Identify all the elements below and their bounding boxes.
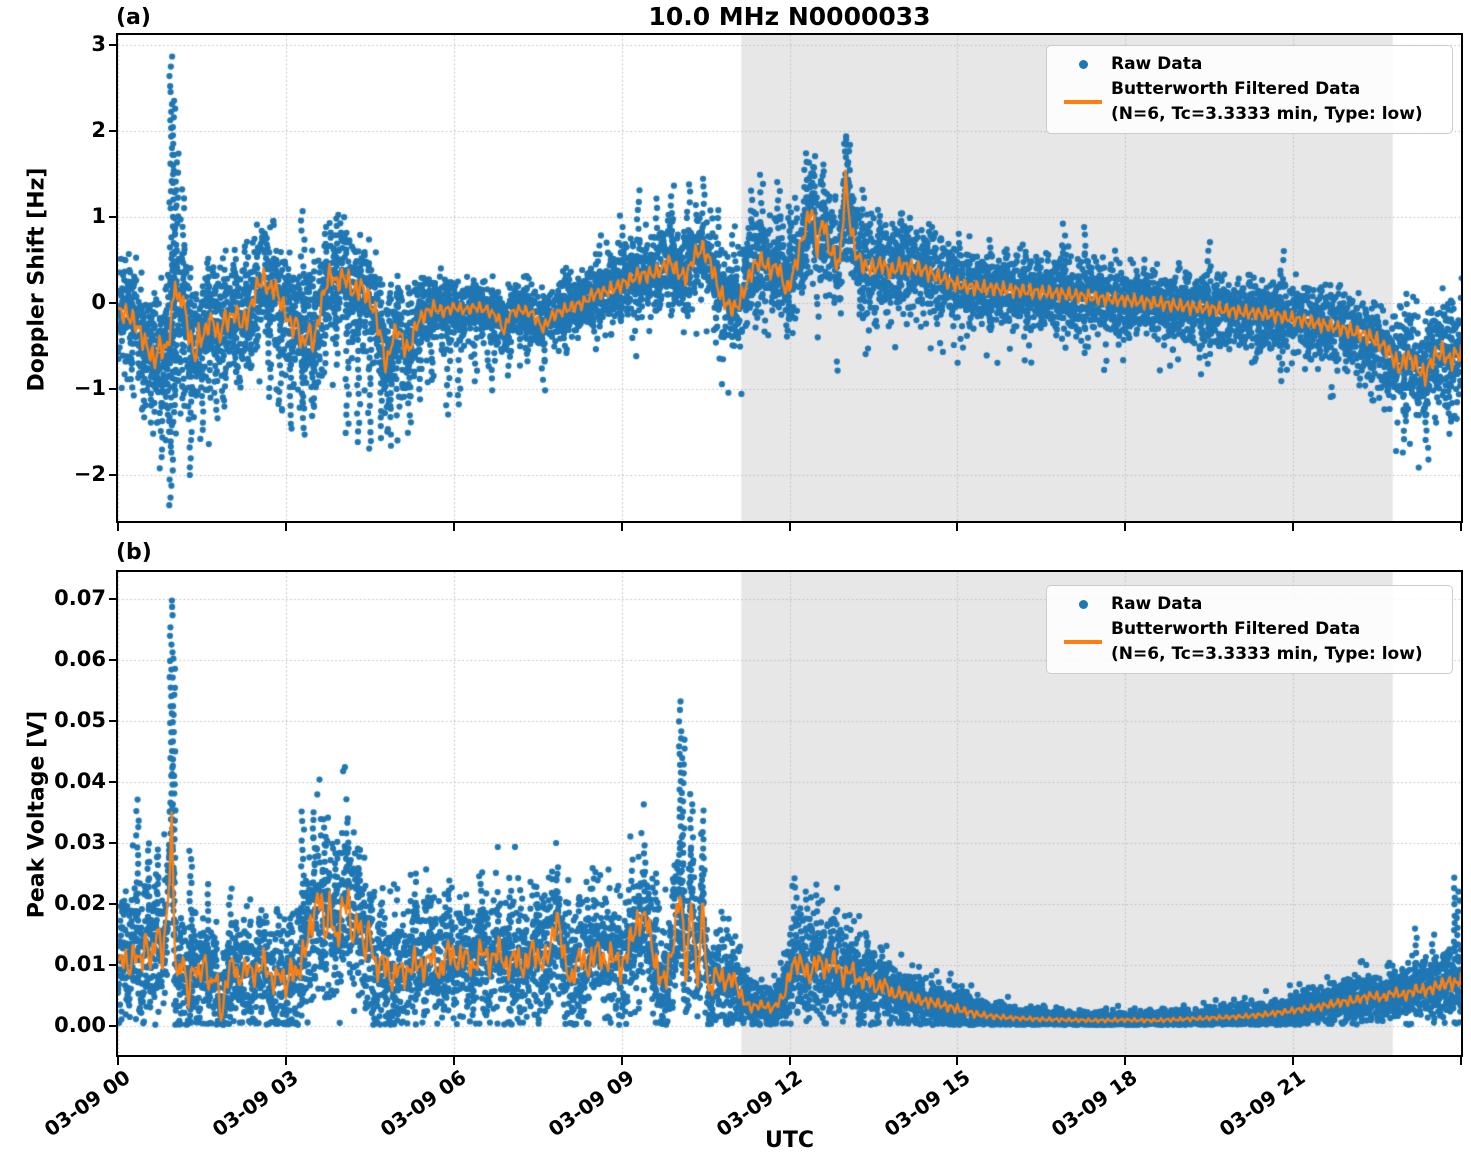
- x-tick-mark: [788, 1057, 791, 1065]
- y-tick-label: 0.03: [54, 830, 106, 854]
- y-tick-label: 2: [91, 118, 106, 142]
- x-tick-mark: [788, 523, 791, 531]
- y-tick-label: 0.04: [54, 769, 106, 793]
- y-tick-mark: [109, 216, 118, 218]
- y-tick-mark: [109, 781, 118, 783]
- legend-raw-row: Raw Data: [1055, 52, 1444, 77]
- y-tick-mark: [109, 903, 118, 905]
- raw-data-marker-icon: [1055, 600, 1111, 609]
- legend-panel-a: Raw Data Butterworth Filtered Data (N=6,…: [1046, 45, 1453, 134]
- x-tick-mark: [284, 523, 287, 531]
- legend-raw-label: Raw Data: [1111, 54, 1203, 74]
- x-tick-mark: [620, 1057, 623, 1065]
- x-tick-mark: [1292, 523, 1295, 531]
- y-tick-label: 0.01: [54, 952, 106, 976]
- figure-title: 10.0 MHz N0000033: [648, 2, 931, 31]
- y-tick-label: 0: [91, 290, 106, 314]
- y-tick-label: 0.06: [54, 647, 106, 671]
- y-tick-label: 0.07: [54, 586, 106, 610]
- legend-panel-b: Raw Data Butterworth Filtered Data (N=6,…: [1046, 585, 1453, 674]
- filtered-line-marker-icon: [1055, 100, 1111, 104]
- legend-raw-label: Raw Data: [1111, 594, 1203, 614]
- x-tick-mark: [956, 523, 959, 531]
- y-tick-mark: [109, 302, 118, 304]
- filtered-line-marker-icon: [1055, 640, 1111, 644]
- y-tick-mark: [109, 388, 118, 390]
- x-tick-mark: [117, 1057, 119, 1065]
- y-tick-mark: [109, 842, 118, 844]
- x-tick-mark: [117, 523, 119, 531]
- panel-b-label: (b): [116, 540, 152, 565]
- y-tick-label: 0.05: [54, 708, 106, 732]
- y-tick-mark: [109, 598, 118, 600]
- raw-data-marker-icon: [1055, 60, 1111, 69]
- legend-filtered-row: Butterworth Filtered Data (N=6, Tc=3.333…: [1055, 77, 1444, 127]
- legend-filtered-label: Butterworth Filtered Data: [1111, 619, 1361, 639]
- legend-filtered-params: (N=6, Tc=3.3333 min, Type: low): [1111, 104, 1423, 124]
- y-tick-mark: [109, 130, 118, 132]
- legend-filtered-row: Butterworth Filtered Data (N=6, Tc=3.333…: [1055, 617, 1444, 667]
- x-tick-mark: [1124, 523, 1127, 531]
- panel-a-label: (a): [116, 5, 151, 30]
- y-tick-label: −1: [73, 376, 106, 400]
- x-tick-mark: [1292, 1057, 1295, 1065]
- y-tick-mark: [109, 659, 118, 661]
- y-tick-mark: [109, 44, 118, 46]
- legend-raw-row: Raw Data: [1055, 592, 1444, 617]
- y-tick-label: 1: [91, 204, 106, 228]
- legend-filtered-label: Butterworth Filtered Data: [1111, 79, 1361, 99]
- y-tick-mark: [109, 1025, 118, 1027]
- doppler-y-axis-label: Doppler Shift [Hz]: [24, 167, 50, 392]
- x-tick-mark: [1460, 1057, 1462, 1065]
- x-tick-mark: [620, 523, 623, 531]
- x-tick-mark: [1124, 1057, 1127, 1065]
- y-tick-mark: [109, 474, 118, 476]
- y-tick-mark: [109, 720, 118, 722]
- x-tick-mark: [452, 1057, 455, 1065]
- x-tick-mark: [284, 1057, 287, 1065]
- y-tick-mark: [109, 964, 118, 966]
- x-tick-mark: [1460, 523, 1462, 531]
- legend-filtered-params: (N=6, Tc=3.3333 min, Type: low): [1111, 644, 1423, 664]
- x-tick-mark: [956, 1057, 959, 1065]
- y-tick-label: 3: [91, 32, 106, 56]
- y-tick-label: 0.00: [54, 1013, 106, 1037]
- x-axis-label: UTC: [764, 1128, 815, 1153]
- x-tick-mark: [452, 523, 455, 531]
- y-tick-label: 0.02: [54, 891, 106, 915]
- y-tick-label: −2: [73, 462, 106, 486]
